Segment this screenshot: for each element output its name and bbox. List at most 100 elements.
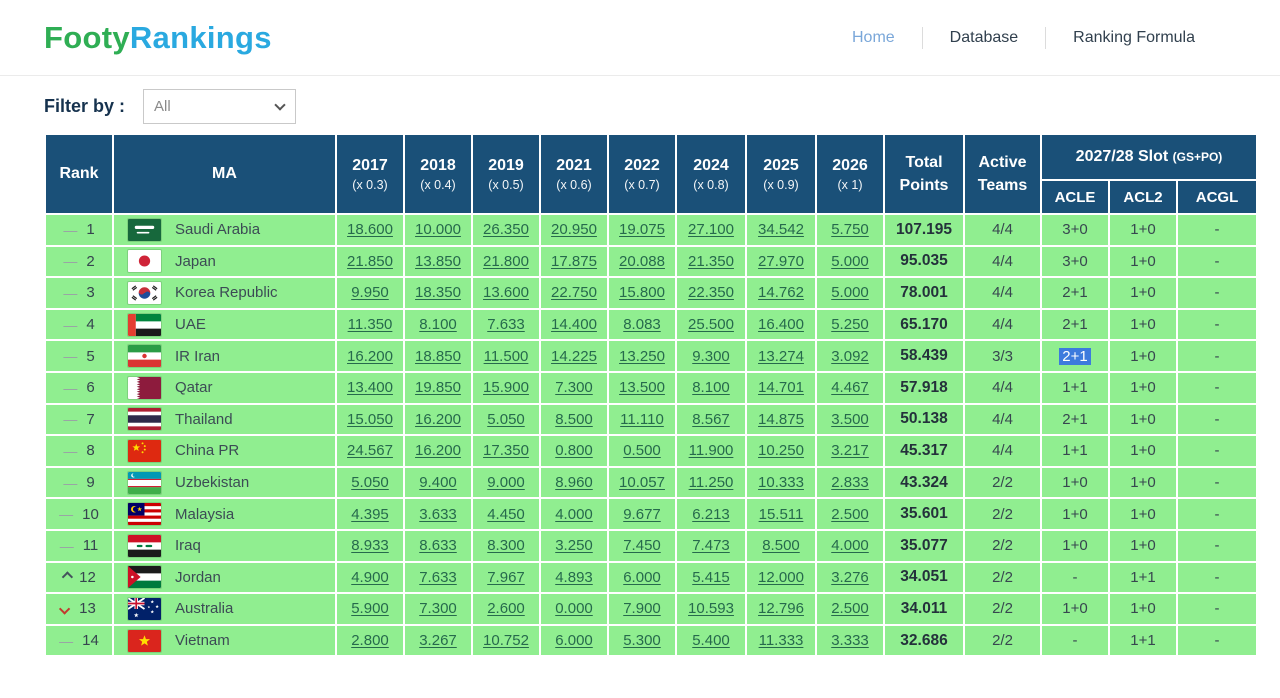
score-link[interactable]: 4.450 <box>487 505 525 523</box>
col-header-2025[interactable]: 2025 (x 0.9) <box>745 133 817 215</box>
score-link[interactable]: 15.050 <box>347 410 393 428</box>
score-link[interactable]: 2.833 <box>831 474 869 492</box>
score-link[interactable]: 3.333 <box>831 632 869 650</box>
col-header-2021[interactable]: 2021 (x 0.6) <box>539 133 609 215</box>
ma-cell[interactable]: IR Iran <box>112 339 337 373</box>
score-link[interactable]: 26.350 <box>483 221 529 239</box>
score-link[interactable]: 2.600 <box>487 600 525 618</box>
score-link[interactable]: 2.500 <box>831 600 869 618</box>
score-link[interactable]: 16.200 <box>415 410 461 428</box>
col-header-total-points[interactable]: Total Points <box>883 133 965 215</box>
score-link[interactable]: 22.350 <box>688 284 734 302</box>
score-link[interactable]: 21.350 <box>688 252 734 270</box>
score-link[interactable]: 5.415 <box>692 568 730 586</box>
score-link[interactable]: 16.200 <box>415 442 461 460</box>
score-link[interactable]: 3.250 <box>555 537 593 555</box>
score-link[interactable]: 27.100 <box>688 221 734 239</box>
score-link[interactable]: 16.200 <box>347 347 393 365</box>
ma-cell[interactable]: Malaysia <box>112 497 337 531</box>
ma-cell[interactable]: Vietnam <box>112 623 337 658</box>
score-link[interactable]: 3.217 <box>831 442 869 460</box>
score-link[interactable]: 13.850 <box>415 252 461 270</box>
score-link[interactable]: 5.750 <box>831 221 869 239</box>
ma-cell[interactable]: Thailand <box>112 402 337 437</box>
score-link[interactable]: 9.400 <box>419 474 457 492</box>
score-link[interactable]: 7.450 <box>623 537 661 555</box>
score-link[interactable]: 9.300 <box>692 347 730 365</box>
score-link[interactable]: 7.633 <box>487 316 525 334</box>
ma-cell[interactable]: China PR <box>112 434 337 468</box>
score-link[interactable]: 9.000 <box>487 474 525 492</box>
score-link[interactable]: 7.300 <box>419 600 457 618</box>
score-link[interactable]: 11.333 <box>758 632 804 650</box>
score-link[interactable]: 11.110 <box>620 410 664 428</box>
score-link[interactable]: 21.800 <box>483 252 529 270</box>
score-link[interactable]: 13.600 <box>483 284 529 302</box>
score-link[interactable]: 10.000 <box>415 221 461 239</box>
score-link[interactable]: 7.633 <box>419 568 457 586</box>
score-link[interactable]: 3.633 <box>419 505 457 523</box>
col-header-2024[interactable]: 2024 (x 0.8) <box>675 133 747 215</box>
score-link[interactable]: 14.875 <box>758 410 804 428</box>
score-link[interactable]: 0.000 <box>555 600 593 618</box>
score-link[interactable]: 2.500 <box>831 505 869 523</box>
score-link[interactable]: 12.796 <box>758 600 804 618</box>
score-link[interactable]: 4.395 <box>351 505 389 523</box>
score-link[interactable]: 17.350 <box>483 442 529 460</box>
filter-select[interactable]: All <box>143 89 297 124</box>
score-link[interactable]: 15.511 <box>758 505 804 523</box>
ma-cell[interactable]: Qatar <box>112 370 337 405</box>
ma-cell[interactable]: Iraq <box>112 528 337 563</box>
score-link[interactable]: 10.250 <box>758 442 804 460</box>
score-link[interactable]: 18.350 <box>415 284 461 302</box>
score-link[interactable]: 13.274 <box>758 347 804 365</box>
score-link[interactable]: 5.250 <box>831 316 869 334</box>
score-link[interactable]: 7.300 <box>555 379 593 397</box>
score-link[interactable]: 3.276 <box>831 568 869 586</box>
ma-cell[interactable]: Jordan <box>112 560 337 595</box>
col-header-2018[interactable]: 2018 (x 0.4) <box>403 133 473 215</box>
score-link[interactable]: 15.800 <box>619 284 665 302</box>
score-link[interactable]: 10.752 <box>483 632 529 650</box>
score-link[interactable]: 8.500 <box>762 537 800 555</box>
score-link[interactable]: 11.350 <box>347 316 393 334</box>
score-link[interactable]: 13.400 <box>347 379 393 397</box>
score-link[interactable]: 24.567 <box>347 442 393 460</box>
ma-cell[interactable]: Saudi Arabia <box>112 213 337 247</box>
score-link[interactable]: 8.100 <box>419 316 457 334</box>
score-link[interactable]: 4.467 <box>831 379 869 397</box>
score-link[interactable]: 8.633 <box>419 537 457 555</box>
nav-item-database[interactable]: Database <box>949 28 1019 46</box>
col-header-ma[interactable]: MA <box>112 133 337 215</box>
score-link[interactable]: 13.250 <box>619 347 665 365</box>
score-link[interactable]: 17.875 <box>551 252 597 270</box>
score-link[interactable]: 22.750 <box>551 284 597 302</box>
score-link[interactable]: 7.900 <box>623 600 661 618</box>
score-link[interactable]: 12.000 <box>758 568 804 586</box>
score-link[interactable]: 18.850 <box>415 347 461 365</box>
score-link[interactable]: 9.677 <box>623 505 661 523</box>
score-link[interactable]: 14.701 <box>758 379 804 397</box>
score-link[interactable]: 8.960 <box>555 474 593 492</box>
score-link[interactable]: 27.970 <box>758 252 804 270</box>
col-header-acl2[interactable]: ACL2 <box>1108 179 1178 215</box>
score-link[interactable]: 11.900 <box>688 442 734 460</box>
col-header-2017[interactable]: 2017 (x 0.3) <box>335 133 405 215</box>
score-link[interactable]: 5.300 <box>623 632 661 650</box>
score-link[interactable]: 8.300 <box>487 537 525 555</box>
score-link[interactable]: 16.400 <box>758 316 804 334</box>
score-link[interactable]: 2.800 <box>351 632 389 650</box>
score-link[interactable]: 19.075 <box>619 221 665 239</box>
score-link[interactable]: 8.100 <box>692 379 730 397</box>
score-link[interactable]: 0.500 <box>623 442 661 460</box>
score-link[interactable]: 11.250 <box>688 474 734 492</box>
score-link[interactable]: 14.762 <box>758 284 804 302</box>
ma-cell[interactable]: Japan <box>112 244 337 279</box>
score-link[interactable]: 5.900 <box>351 600 389 618</box>
score-link[interactable]: 15.900 <box>483 379 529 397</box>
score-link[interactable]: 3.267 <box>419 632 457 650</box>
ma-cell[interactable]: Korea Republic <box>112 276 337 310</box>
score-link[interactable]: 34.542 <box>758 221 804 239</box>
score-link[interactable]: 5.400 <box>692 632 730 650</box>
score-link[interactable]: 3.500 <box>831 410 869 428</box>
